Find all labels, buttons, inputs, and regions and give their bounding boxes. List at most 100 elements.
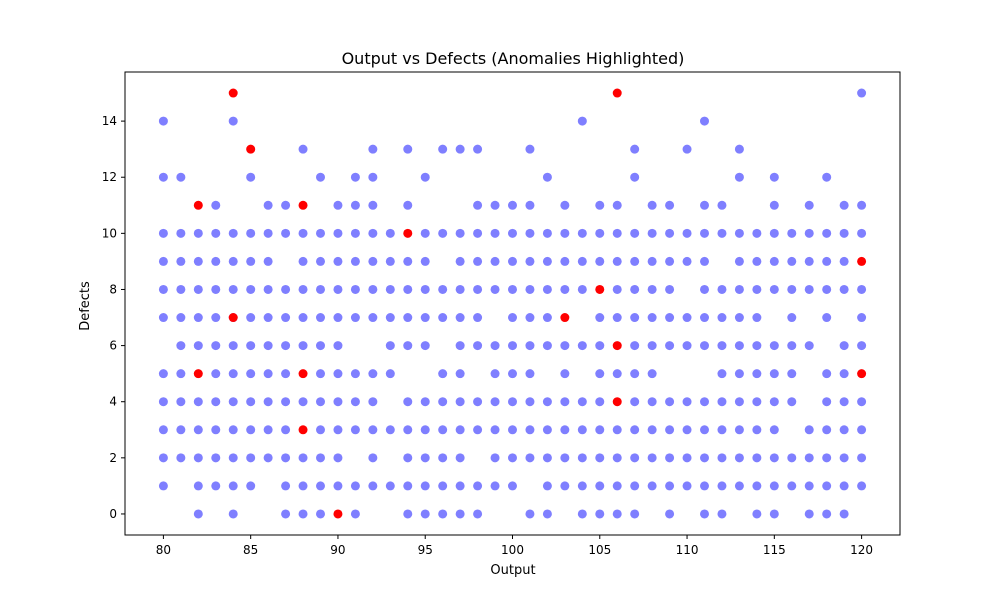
normal-point	[508, 200, 517, 210]
y-tick-label: 2	[109, 451, 117, 465]
normal-point	[560, 200, 570, 210]
normal-point	[193, 341, 203, 351]
normal-point	[577, 425, 587, 435]
normal-point	[595, 425, 605, 435]
normal-point	[612, 284, 622, 294]
anomaly-point	[298, 200, 308, 210]
normal-point	[473, 228, 483, 238]
normal-point	[490, 228, 500, 238]
normal-point	[542, 425, 552, 435]
anomaly-point	[560, 313, 570, 323]
normal-point	[490, 369, 500, 379]
normal-point	[839, 200, 849, 210]
y-tick-label: 4	[109, 395, 117, 409]
normal-point	[228, 369, 238, 379]
normal-point	[420, 341, 430, 351]
normal-point	[403, 425, 413, 435]
anomaly-point	[298, 369, 308, 379]
normal-point	[368, 397, 378, 407]
normal-point	[682, 397, 692, 407]
normal-point	[734, 172, 744, 182]
normal-point	[455, 481, 465, 491]
normal-point	[455, 144, 465, 154]
normal-point	[525, 200, 535, 210]
normal-point	[385, 369, 395, 379]
normal-point	[246, 481, 256, 491]
normal-point	[804, 481, 814, 491]
normal-point	[630, 256, 640, 266]
normal-point	[281, 228, 291, 238]
normal-point	[281, 313, 291, 323]
normal-point	[298, 228, 308, 238]
normal-point	[508, 256, 517, 266]
normal-point	[490, 284, 500, 294]
normal-point	[787, 481, 797, 491]
normal-point	[857, 228, 867, 238]
normal-point	[438, 284, 448, 294]
normal-point	[368, 256, 378, 266]
normal-point	[647, 425, 657, 435]
anomaly-point	[612, 88, 622, 98]
normal-point	[822, 481, 832, 491]
normal-point	[333, 453, 343, 463]
normal-point	[525, 144, 535, 154]
normal-point	[525, 453, 535, 463]
normal-point	[682, 453, 692, 463]
normal-point	[473, 481, 483, 491]
normal-point	[822, 369, 832, 379]
normal-point	[438, 369, 448, 379]
normal-point	[158, 256, 168, 266]
x-axis-label: Output	[490, 563, 535, 578]
normal-point	[630, 481, 640, 491]
normal-point	[473, 425, 483, 435]
normal-point	[316, 425, 325, 435]
normal-point	[368, 313, 378, 323]
normal-point	[193, 509, 203, 519]
normal-point	[455, 425, 465, 435]
normal-point	[769, 200, 779, 210]
normal-point	[368, 200, 378, 210]
normal-point	[839, 369, 849, 379]
normal-point	[298, 481, 308, 491]
normal-point	[420, 256, 430, 266]
normal-point	[350, 369, 360, 379]
normal-point	[385, 313, 395, 323]
normal-point	[525, 341, 535, 351]
normal-point	[769, 397, 779, 407]
normal-point	[717, 509, 727, 519]
normal-point	[403, 144, 413, 154]
normal-point	[228, 284, 238, 294]
normal-point	[647, 397, 657, 407]
normal-point	[403, 200, 413, 210]
normal-point	[647, 313, 657, 323]
normal-point	[769, 509, 779, 519]
normal-point	[717, 397, 727, 407]
normal-point	[665, 397, 675, 407]
normal-point	[700, 453, 709, 463]
normal-point	[542, 256, 552, 266]
normal-point	[804, 256, 814, 266]
normal-point	[857, 200, 867, 210]
normal-point	[333, 256, 343, 266]
normal-point	[455, 313, 465, 323]
normal-point	[228, 397, 238, 407]
normal-point	[595, 397, 605, 407]
y-tick-label: 10	[102, 226, 117, 240]
normal-point	[734, 341, 744, 351]
normal-point	[490, 341, 500, 351]
normal-point	[298, 313, 308, 323]
normal-point	[647, 284, 657, 294]
normal-point	[577, 341, 587, 351]
normal-point	[211, 341, 221, 351]
normal-point	[525, 509, 535, 519]
normal-point	[839, 453, 849, 463]
normal-point	[560, 453, 570, 463]
normal-point	[665, 453, 675, 463]
normal-point	[403, 509, 413, 519]
normal-point	[630, 369, 640, 379]
anomaly-point	[612, 397, 622, 407]
x-tick-label: 105	[588, 543, 611, 557]
y-axis-ticks: 0 2 4 6 8 10 12 14	[102, 114, 125, 521]
normal-point	[787, 313, 797, 323]
normal-point	[298, 341, 308, 351]
